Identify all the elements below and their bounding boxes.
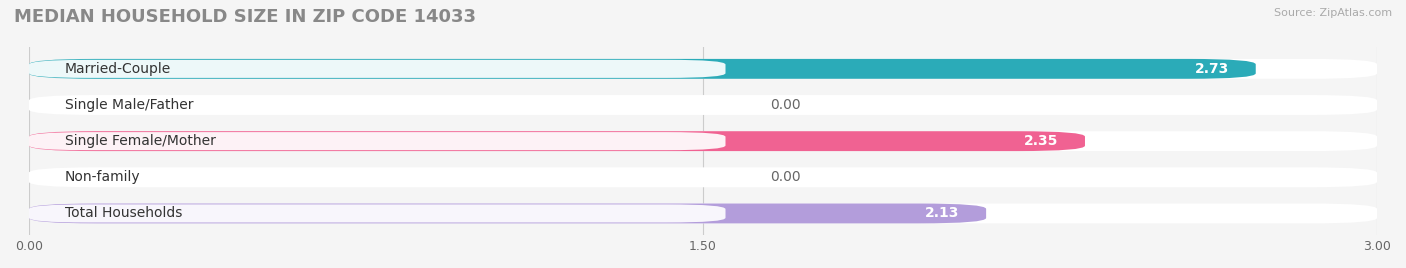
FancyBboxPatch shape bbox=[30, 132, 725, 150]
FancyBboxPatch shape bbox=[30, 204, 725, 222]
Text: MEDIAN HOUSEHOLD SIZE IN ZIP CODE 14033: MEDIAN HOUSEHOLD SIZE IN ZIP CODE 14033 bbox=[14, 8, 477, 26]
FancyBboxPatch shape bbox=[30, 131, 1085, 151]
FancyBboxPatch shape bbox=[30, 60, 725, 78]
FancyBboxPatch shape bbox=[30, 59, 1256, 79]
FancyBboxPatch shape bbox=[30, 168, 725, 186]
Text: 2.13: 2.13 bbox=[925, 206, 959, 221]
FancyBboxPatch shape bbox=[30, 203, 986, 224]
Text: Single Male/Father: Single Male/Father bbox=[65, 98, 194, 112]
Text: 2.35: 2.35 bbox=[1024, 134, 1059, 148]
FancyBboxPatch shape bbox=[30, 167, 1376, 187]
Text: Non-family: Non-family bbox=[65, 170, 141, 184]
Text: Total Households: Total Households bbox=[65, 206, 183, 221]
FancyBboxPatch shape bbox=[30, 96, 725, 114]
Text: Source: ZipAtlas.com: Source: ZipAtlas.com bbox=[1274, 8, 1392, 18]
Text: Married-Couple: Married-Couple bbox=[65, 62, 172, 76]
Text: 0.00: 0.00 bbox=[770, 170, 801, 184]
FancyBboxPatch shape bbox=[30, 59, 1376, 79]
Text: 2.73: 2.73 bbox=[1195, 62, 1229, 76]
FancyBboxPatch shape bbox=[30, 95, 1376, 115]
FancyBboxPatch shape bbox=[30, 131, 1376, 151]
Text: 0.00: 0.00 bbox=[770, 98, 801, 112]
FancyBboxPatch shape bbox=[30, 203, 1376, 224]
Text: Single Female/Mother: Single Female/Mother bbox=[65, 134, 217, 148]
